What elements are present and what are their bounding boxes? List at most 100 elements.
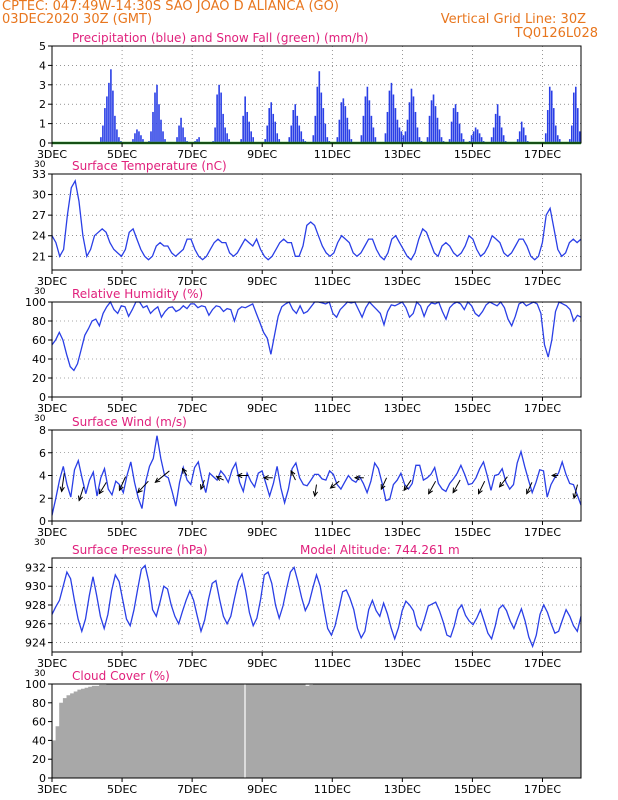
precip-bar: [134, 133, 136, 143]
precip-bar: [272, 113, 275, 143]
precip-bar: [548, 86, 551, 143]
x-day-label: 11DEC: [314, 783, 351, 796]
precip-bar: [216, 94, 218, 143]
precip-bar: [150, 131, 152, 143]
precip-bar: [342, 98, 345, 143]
y-tick-label: 60: [32, 716, 46, 729]
x-day-label: 13DEC: [384, 526, 421, 539]
precip-bar: [196, 139, 198, 143]
pressure-title: Surface Pressure (hPa): [72, 543, 208, 557]
x-day-label: 7DEC: [177, 526, 207, 539]
precip-bar: [362, 115, 365, 143]
wind-arrow-head: [403, 485, 409, 492]
wind-arrow-shaft: [314, 484, 317, 497]
wind-arrow-head: [290, 469, 296, 476]
precip-bar: [302, 139, 305, 143]
y-tick-label: 40: [32, 353, 46, 366]
precip-bar: [136, 129, 138, 143]
wind-arrow-shaft: [216, 476, 224, 481]
precip-bar: [374, 137, 377, 143]
pressure-subtitle: Model Altitude: 744.261 m: [300, 543, 460, 557]
precip-bar: [368, 100, 371, 143]
precip-bar: [394, 108, 397, 143]
x-day-label: 5DEC: [107, 275, 137, 288]
y-tick-label: 1: [39, 118, 46, 131]
x-day-label: 13DEC: [384, 402, 421, 415]
y-tick-label: 3: [39, 79, 46, 92]
x-hour-label: 30: [34, 414, 46, 424]
x-day-label: 15DEC: [454, 402, 491, 415]
precip-bar: [288, 137, 291, 143]
precip-bar: [326, 137, 329, 143]
y-tick-label: 20: [32, 372, 46, 385]
precip-bar: [426, 137, 429, 143]
precip-bar: [404, 131, 407, 143]
wind-arrow-head: [550, 472, 557, 479]
precip-bar: [176, 137, 178, 143]
y-tick-label: 0: [39, 137, 46, 150]
x-day-label: 11DEC: [314, 657, 351, 670]
x-day-label: 13DEC: [384, 275, 421, 288]
y-tick-label: 928: [25, 599, 46, 612]
precip-bar: [418, 137, 421, 143]
precip-bar: [364, 96, 367, 143]
pressure-series-line: [51, 564, 582, 649]
precip-bar: [552, 108, 555, 143]
x-day-label: 7DEC: [177, 402, 207, 415]
wind-arrow-head: [380, 484, 386, 491]
precip-bar: [558, 139, 561, 143]
precip-bar: [496, 104, 499, 143]
x-day-label: 3DEC: [37, 275, 67, 288]
y-tick-label: 924: [25, 637, 46, 650]
precip-bar: [556, 135, 559, 143]
x-day-label: 9DEC: [247, 275, 277, 288]
x-day-label: 7DEC: [177, 657, 207, 670]
precip-bar: [412, 96, 415, 143]
precip-bar: [248, 121, 250, 143]
precip-bar: [406, 119, 409, 143]
y-tick-label: 926: [25, 618, 46, 631]
precip-bar: [386, 111, 389, 143]
y-tick-label: 930: [25, 580, 46, 593]
wind-arrow-head: [181, 467, 188, 474]
precip-bar: [298, 125, 301, 143]
y-tick-label: 40: [32, 734, 46, 747]
precip-bar: [576, 108, 579, 143]
wind-arrow-shaft: [330, 480, 340, 489]
panel-rh: [48, 300, 582, 401]
y-tick-label: 20: [32, 753, 46, 766]
precip-bar: [218, 84, 220, 143]
wind-arrow-head: [77, 495, 83, 502]
precip-bar: [292, 110, 295, 143]
precip-bar: [434, 106, 437, 143]
wind-arrow-shaft: [137, 480, 149, 493]
precip-bar: [524, 135, 527, 143]
y-tick-label: 60: [32, 334, 46, 347]
precip-bar: [180, 117, 182, 143]
precip-bar: [398, 127, 401, 143]
precip-bar: [316, 86, 319, 143]
precip-bar: [198, 137, 200, 143]
y-tick-label: 100: [25, 296, 46, 309]
wind-arrow-shaft: [452, 479, 461, 493]
panel-frame: [51, 301, 582, 398]
wind-arrow-head: [137, 487, 143, 494]
y-tick-label: 33: [32, 168, 46, 181]
precip-bar: [116, 129, 118, 143]
wind-arrow-head: [428, 488, 433, 495]
x-day-label: 5DEC: [107, 526, 137, 539]
x-day-label: 17DEC: [524, 275, 561, 288]
x-day-label: 13DEC: [384, 783, 421, 796]
x-day-label: 17DEC: [524, 526, 561, 539]
precip-title: Precipitation (blue) and Snow Fall (gree…: [72, 31, 368, 45]
precip-bar: [322, 108, 325, 143]
precip-bar: [278, 139, 281, 143]
precip-bar: [396, 119, 399, 143]
precip-bar: [338, 119, 341, 143]
precip-bar: [314, 115, 317, 143]
wind-arrow-head: [118, 485, 124, 492]
precip-bar: [110, 69, 112, 143]
precip-bar: [518, 131, 521, 143]
x-day-label: 3DEC: [37, 148, 67, 161]
